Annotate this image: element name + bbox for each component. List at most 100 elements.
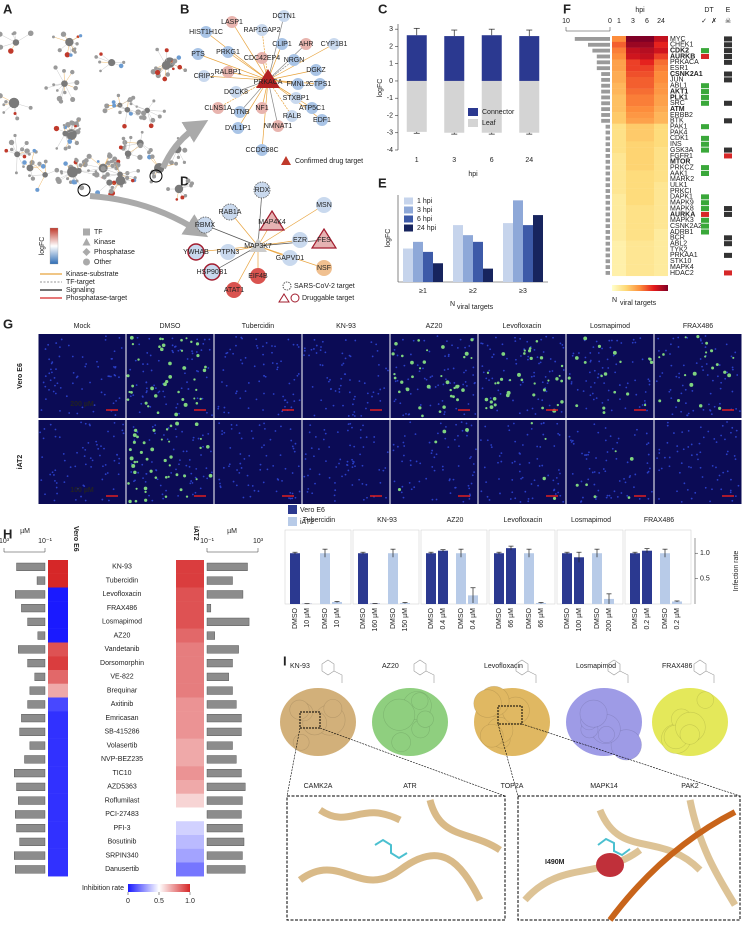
nucleus xyxy=(202,342,205,345)
nucleus xyxy=(205,467,208,470)
nucleus xyxy=(425,378,428,381)
x-tick-label: 0.2 µM xyxy=(644,608,651,630)
target-bar xyxy=(601,118,610,123)
infected-cell xyxy=(684,336,687,339)
column-header: Mock xyxy=(74,323,91,330)
nucleus xyxy=(449,492,452,495)
panel-label: B xyxy=(180,1,189,16)
column-label: 6 xyxy=(645,18,649,25)
nucleus xyxy=(275,490,278,493)
heatmap-cell xyxy=(640,141,654,148)
nucleus xyxy=(334,489,337,492)
network-node xyxy=(137,154,143,160)
bar xyxy=(290,553,300,604)
gene-label: AKT1 xyxy=(670,88,688,95)
heatmap-cell xyxy=(640,234,654,241)
bar xyxy=(444,80,465,133)
nucleus xyxy=(531,407,534,410)
network-node xyxy=(137,142,144,149)
infected-cell xyxy=(711,366,715,370)
nucleus xyxy=(647,470,650,473)
conc-bar xyxy=(16,782,46,791)
group-box xyxy=(420,529,488,605)
nucleus xyxy=(631,341,634,344)
heatmap-cell xyxy=(626,123,640,130)
heatmap-cell xyxy=(626,36,640,43)
nucleus xyxy=(468,345,471,347)
nucleus xyxy=(644,391,647,393)
infected-cell xyxy=(199,437,202,440)
nucleus xyxy=(636,428,638,431)
nucleus xyxy=(361,482,364,485)
nucleus xyxy=(176,403,179,405)
infected-cell xyxy=(613,390,617,394)
nucleus xyxy=(232,480,235,483)
scale-bar-label: 200 µM xyxy=(70,401,94,408)
nucleus xyxy=(307,487,310,490)
infected-cell xyxy=(442,429,447,434)
network-node xyxy=(165,72,171,77)
conc-bar xyxy=(206,837,245,846)
infected-cell xyxy=(718,406,722,410)
heatmap-cell xyxy=(654,258,668,265)
nucleus xyxy=(582,390,585,393)
nucleus xyxy=(50,362,53,365)
network-node xyxy=(64,52,71,58)
nucleus xyxy=(471,474,474,477)
nucleus xyxy=(520,355,522,357)
nucleus xyxy=(671,413,674,416)
heatmap-cell xyxy=(654,117,668,124)
nucleus xyxy=(59,409,61,412)
panel-label: I xyxy=(283,653,287,668)
nucleus xyxy=(44,493,46,496)
conc-bar xyxy=(21,604,46,613)
nucleus xyxy=(373,441,375,443)
nucleus xyxy=(608,339,611,342)
nucleus xyxy=(191,493,194,496)
nucleus xyxy=(145,381,148,384)
nucleus xyxy=(304,458,307,460)
nucleus xyxy=(328,446,331,448)
infected-cell xyxy=(160,347,164,352)
network-hub xyxy=(106,179,113,186)
infected-cell xyxy=(183,474,187,478)
nucleus xyxy=(669,388,672,391)
nucleus xyxy=(447,446,450,449)
nucleus xyxy=(457,434,459,437)
network-node xyxy=(74,121,79,126)
nucleus xyxy=(313,348,315,350)
conc-bar xyxy=(206,562,248,571)
nucleus xyxy=(607,389,610,392)
infected-cell xyxy=(195,388,198,391)
nucleus xyxy=(297,373,300,375)
network-node xyxy=(62,123,66,127)
conc-bar xyxy=(206,810,242,819)
nucleus xyxy=(584,454,586,456)
nucleus xyxy=(731,426,734,429)
infected-cell xyxy=(150,386,154,391)
network-node xyxy=(56,95,63,102)
nucleus xyxy=(103,447,105,450)
nucleus xyxy=(74,465,77,468)
conc-bar xyxy=(24,755,46,764)
nucleus xyxy=(555,477,558,479)
heatmap-cell xyxy=(626,188,640,195)
zoom-region xyxy=(497,705,523,725)
network-node xyxy=(105,160,111,166)
nucleus xyxy=(177,349,180,352)
nucleus xyxy=(239,397,242,400)
heat-cell xyxy=(48,628,68,643)
nucleus xyxy=(262,353,264,356)
nucleus xyxy=(507,425,510,427)
nucleus xyxy=(235,344,237,347)
heatmap-cell xyxy=(640,47,654,54)
nucleus xyxy=(239,453,242,455)
nucleus xyxy=(338,391,341,393)
nucleus xyxy=(605,459,608,462)
nucleus xyxy=(289,497,292,500)
network-node xyxy=(24,140,29,146)
micrograph xyxy=(302,334,390,418)
nucleus xyxy=(457,465,460,467)
drug-label: Brequinar xyxy=(107,687,138,694)
nucleus xyxy=(102,465,104,468)
